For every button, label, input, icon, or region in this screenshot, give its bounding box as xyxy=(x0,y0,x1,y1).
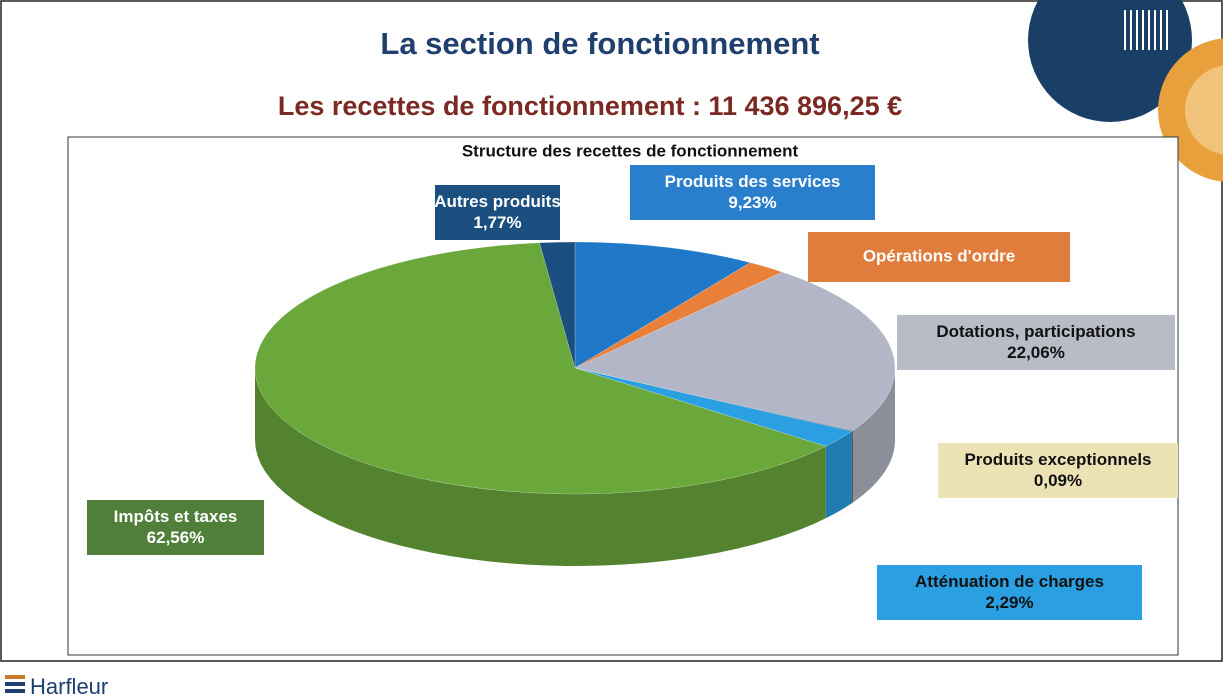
slide: La section de fonctionnement Les recette… xyxy=(0,0,1223,695)
category-label: Dotations, participations xyxy=(936,322,1135,341)
slide-subtitle: Les recettes de fonctionnement : 11 436 … xyxy=(278,91,902,121)
value-label: 1,77% xyxy=(473,213,521,232)
category-label: Opérations d'ordre xyxy=(863,246,1015,265)
category-label: Produits des services xyxy=(665,172,841,191)
value-label: 2,29% xyxy=(985,593,1033,612)
slide-title: La section de fonctionnement xyxy=(380,26,819,61)
category-label: Produits exceptionnels xyxy=(964,450,1151,469)
category-label: Atténuation de charges xyxy=(915,572,1104,591)
chart-title: Structure des recettes de fonctionnement xyxy=(462,141,799,160)
pie xyxy=(255,242,895,566)
category-label: Autres produits xyxy=(434,192,561,211)
category-label: Impôts et taxes xyxy=(114,507,238,526)
logo: Harfleur xyxy=(5,674,108,695)
logo-text: Harfleur xyxy=(30,674,108,695)
value-label: 0,09% xyxy=(1034,471,1082,490)
value-label: 62,56% xyxy=(147,528,205,547)
value-label: 9,23% xyxy=(728,193,776,212)
slice-side xyxy=(852,431,853,504)
value-label: 22,06% xyxy=(1007,343,1065,362)
